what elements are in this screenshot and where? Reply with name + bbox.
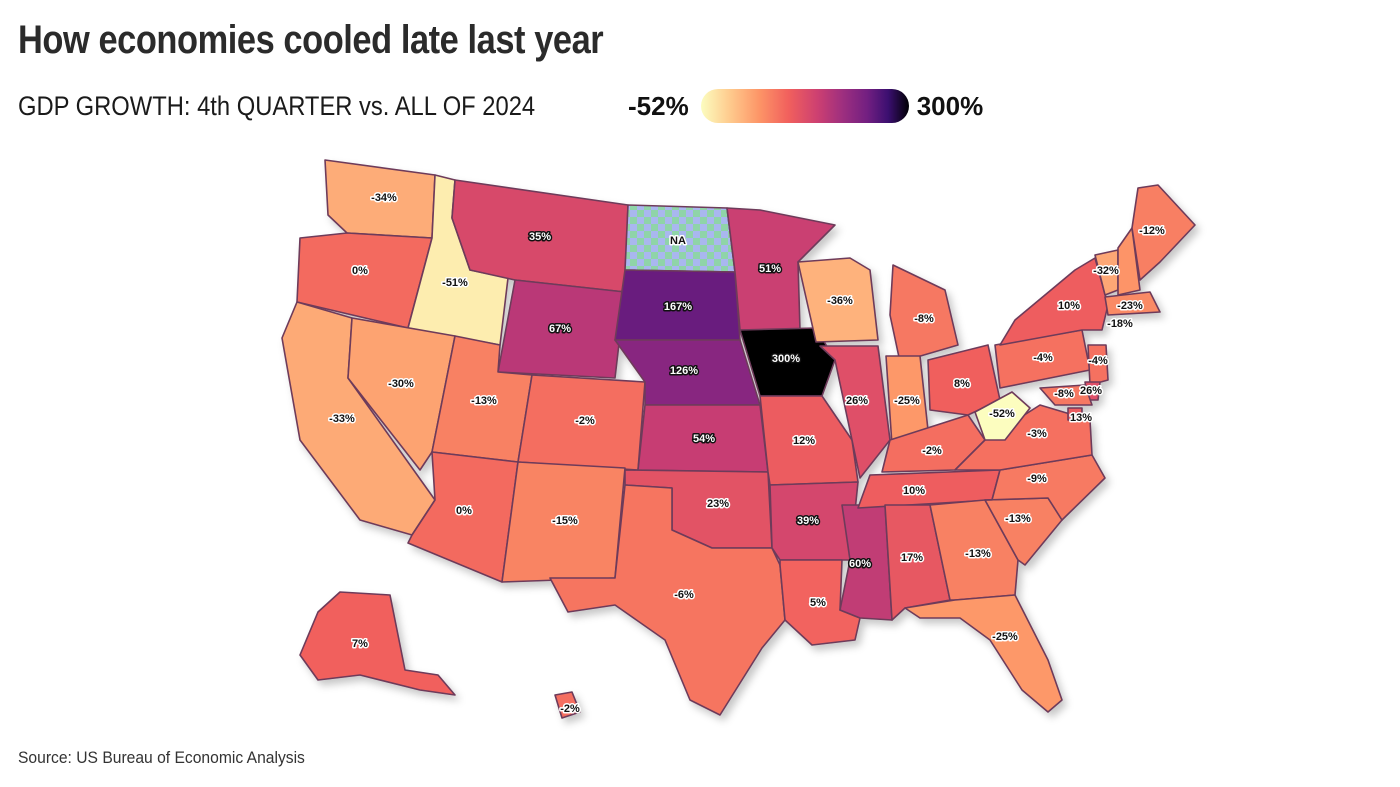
state-label-az: 0% (456, 505, 472, 517)
source-note: Source: US Bureau of Economic Analysis (18, 748, 305, 767)
state-label-mo: 12% (793, 435, 815, 447)
state-label-wa: -34% (371, 192, 397, 204)
state-label-nc: -9% (1027, 473, 1047, 485)
state-ak (299, 591, 456, 696)
state-label-ca: -33% (329, 413, 355, 425)
state-label-tx: -6% (674, 589, 694, 601)
state-nv (347, 317, 456, 471)
state-nj (1087, 344, 1109, 386)
state-il (819, 345, 891, 479)
state-label-ma: -18% (1107, 318, 1133, 330)
state-label-pa: -4% (1033, 352, 1053, 364)
state-label-wv: -52% (989, 408, 1015, 420)
legend-color-scale (700, 89, 909, 123)
legend-max-label: 300% (916, 90, 984, 121)
state-wv (974, 391, 1031, 441)
state-label-co: -2% (575, 415, 595, 427)
state-az (407, 451, 519, 583)
state-label-nv: -30% (388, 378, 414, 390)
subtitle-row: GDP GROWTH: 4th QUARTER vs. ALL OF 2024 … (18, 86, 983, 126)
state-nh (1117, 227, 1141, 296)
state-label-nm: -15% (552, 515, 578, 527)
state-label-ar: 39% (797, 515, 819, 527)
state-labels: -34% 0% -33% -51% -30% 35% 67% -13% 0% -2% -15% NA 1… (328, 191, 1167, 717)
state-label-dc: 13% (1070, 412, 1092, 424)
state-wi (797, 257, 879, 343)
state-label-or: 0% (352, 265, 368, 277)
state-label-ut: -13% (471, 395, 497, 407)
state-label-sd: 167% (664, 301, 692, 313)
state-label-nd: NA (670, 235, 686, 247)
state-label-la: 5% (810, 597, 826, 609)
state-label-mn: 51% (759, 263, 781, 275)
chart-title: How economies cooled late last year (18, 18, 604, 62)
state-md (1039, 384, 1093, 406)
state-label-ms: 60% (849, 558, 871, 570)
state-ma (1104, 291, 1161, 316)
state-label-va: -3% (1027, 428, 1047, 440)
state-label-ne: 126% (670, 365, 698, 377)
state-label-wy: 67% (549, 323, 571, 335)
state-label-ok: 23% (707, 498, 729, 510)
state-mi (889, 264, 959, 363)
state-la (779, 559, 861, 646)
state-label-id: -51% (442, 277, 468, 289)
state-label-ky: -2% (922, 445, 942, 457)
state-label-il: 26% (846, 395, 868, 407)
state-hi (554, 691, 581, 719)
state-ny (999, 257, 1109, 346)
state-label-oh: 8% (954, 378, 970, 390)
legend-min-label: -52% (628, 90, 689, 121)
state-label-fl: -25% (992, 631, 1018, 643)
state-dc (1067, 407, 1083, 421)
state-label-hi: -2% (560, 703, 580, 715)
state-label-sc: -13% (1005, 513, 1031, 525)
state-label-ia: 300% (772, 353, 800, 365)
state-fl (904, 594, 1063, 713)
state-label-mt: 35% (529, 231, 551, 243)
state-wy (497, 279, 626, 379)
state-label-md: -8% (1054, 388, 1074, 400)
state-label-nh: -23% (1117, 300, 1143, 312)
state-label-ak: 7% (352, 638, 368, 650)
state-label-nj: -4% (1088, 355, 1108, 367)
state-label-wi: -36% (827, 295, 853, 307)
state-label-mi: -8% (914, 313, 934, 325)
state-label-vt: -32% (1093, 265, 1119, 277)
state-label-ga: -13% (965, 548, 991, 560)
state-shapes (281, 159, 1196, 719)
state-label-me: -12% (1139, 225, 1165, 237)
state-label-ny: 10% (1058, 300, 1080, 312)
state-label-al: 17% (901, 552, 923, 564)
state-nc (984, 454, 1106, 521)
state-me (1131, 184, 1196, 281)
state-va (954, 404, 1093, 471)
state-ia (739, 327, 836, 397)
state-label-in: -25% (894, 395, 920, 407)
state-mn (726, 207, 836, 331)
state-label-ks: 54% (693, 433, 715, 445)
state-tx (549, 484, 786, 716)
state-label-tn: 10% (903, 485, 925, 497)
state-label-de: 26% (1080, 385, 1102, 397)
chart-subtitle: GDP GROWTH: 4th QUARTER vs. ALL OF 2024 (18, 90, 536, 121)
